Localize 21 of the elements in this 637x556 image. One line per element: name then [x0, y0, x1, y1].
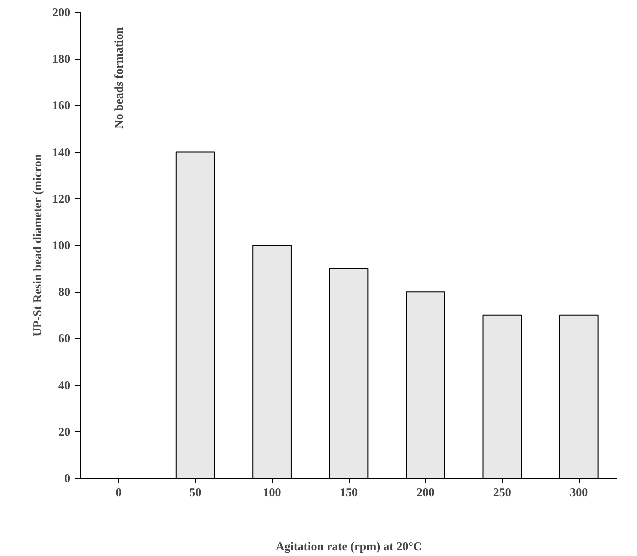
y-tick-label: 40 — [58, 378, 70, 392]
y-tick-label: 140 — [52, 145, 70, 160]
y-tick-label: 20 — [58, 424, 70, 439]
x-tick-label: 50 — [190, 486, 202, 500]
x-tick-label: 150 — [340, 486, 358, 500]
x-axis-title: Agitation rate (rpm) at 20°C — [276, 540, 422, 554]
y-tick-label: 120 — [52, 192, 70, 206]
y-tick-label: 80 — [58, 285, 70, 300]
y-tick-label: 180 — [52, 52, 70, 66]
y-tick-label: 60 — [58, 332, 70, 346]
y-tick-label: 0 — [64, 472, 70, 486]
y-tick-label: 200 — [52, 6, 70, 20]
annotation: No beads formation — [112, 27, 126, 129]
x-tick-label: 0 — [116, 486, 122, 500]
x-tick-label: 100 — [263, 486, 282, 500]
y-axis-title: UP-St Resin bead diameter (micron — [30, 154, 44, 337]
y-tick-label: 100 — [52, 238, 70, 252]
y-tick-label: 160 — [52, 98, 70, 113]
x-tick-label: 300 — [570, 486, 588, 500]
x-tick-label: 200 — [416, 486, 435, 500]
x-tick-label: 250 — [493, 486, 512, 500]
